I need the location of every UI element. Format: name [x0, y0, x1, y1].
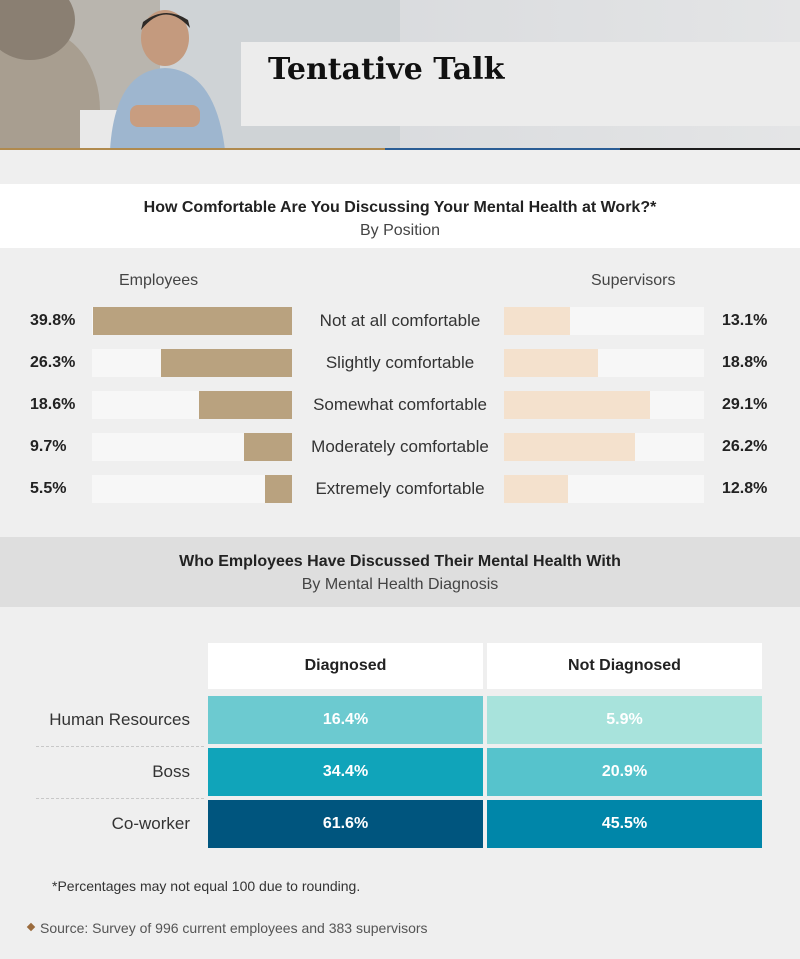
title-box — [241, 42, 800, 126]
employee-value: 18.6% — [30, 396, 76, 413]
stripe-gold — [0, 148, 385, 150]
row-divider — [36, 798, 204, 799]
supervisor-bar — [504, 307, 570, 335]
category-label: Moderately comfortable — [311, 437, 489, 456]
category-label: Somewhat comfortable — [313, 395, 487, 414]
employee-bar — [199, 391, 292, 419]
supervisor-value: 13.1% — [722, 312, 768, 329]
table-cell: 20.9% — [487, 748, 762, 796]
supervisor-value: 12.8% — [722, 480, 768, 497]
table-cell: 45.5% — [487, 800, 762, 848]
column-header-diagnosed: Diagnosed — [208, 643, 483, 689]
supervisor-value: 26.2% — [722, 438, 768, 455]
employee-value: 5.5% — [30, 480, 67, 497]
table-cell: 61.6% — [208, 800, 483, 848]
employee-bar — [160, 349, 292, 377]
employee-value: 39.8% — [30, 312, 76, 329]
category-label: Slightly comfortable — [325, 353, 475, 372]
section1-subtitle: By Position — [359, 222, 441, 239]
source-note: Source: Survey of 996 current employees … — [26, 920, 428, 936]
stripe-blue — [385, 148, 620, 150]
employee-bar — [93, 307, 292, 335]
section2-title: Who Employees Have Discussed Their Menta… — [179, 553, 621, 570]
supervisor-bar — [504, 475, 568, 503]
category-label: Extremely comfortable — [315, 479, 485, 498]
table-cell: 34.4% — [208, 748, 483, 796]
row-divider — [36, 746, 204, 747]
table-cell: 5.9% — [487, 696, 762, 744]
table-cell: 16.4% — [208, 696, 483, 744]
employee-value: 26.3% — [30, 354, 76, 371]
section2-subtitle: By Mental Health Diagnosis — [301, 576, 499, 593]
column-header-not-diagnosed: Not Diagnosed — [487, 643, 762, 689]
stripe-black — [620, 148, 800, 150]
footnote: *Percentages may not equal 100 due to ro… — [52, 878, 361, 894]
section2-header — [0, 537, 800, 607]
section1-title: How Comfortable Are You Discussing Your … — [143, 199, 657, 216]
employees-label: Employees — [119, 272, 199, 289]
supervisor-value: 18.8% — [722, 354, 768, 371]
office-photo — [0, 0, 400, 150]
employee-bar — [264, 475, 292, 503]
row-label: Human Resources — [49, 710, 190, 729]
employee-bar — [243, 433, 292, 461]
category-label: Not at all comfortable — [319, 311, 481, 330]
employee-value: 9.7% — [30, 438, 67, 455]
supervisors-label: Supervisors — [591, 272, 676, 289]
employee-track — [92, 475, 292, 503]
header-banner: Tentative Talk — [0, 0, 800, 150]
supervisor-bar — [504, 391, 650, 419]
supervisor-bar — [504, 349, 598, 377]
supervisor-bar — [504, 433, 635, 461]
supervisor-value: 29.1% — [722, 396, 768, 413]
row-label: Boss — [152, 762, 190, 781]
source-text: Source: Survey of 996 current employees … — [40, 920, 428, 936]
diamond-icon — [26, 923, 36, 932]
section1-header — [0, 184, 800, 248]
page-title: Tentative Talk — [268, 52, 505, 87]
row-label: Co-worker — [111, 814, 190, 833]
